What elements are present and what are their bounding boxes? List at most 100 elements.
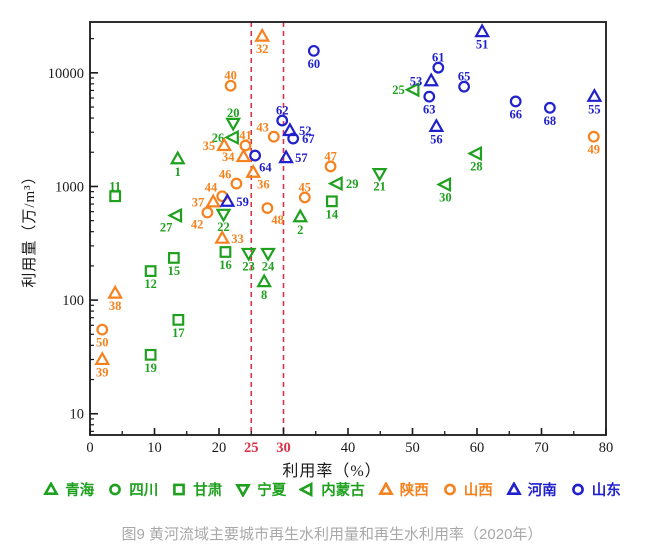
square-marker-icon xyxy=(172,313,185,326)
circle-marker-icon xyxy=(224,79,237,92)
point-label: 22 xyxy=(217,220,230,234)
point-label: 51 xyxy=(476,38,489,52)
point-label: 33 xyxy=(231,232,244,246)
data-point-neimenggu-30: 30 xyxy=(436,176,452,205)
circle-marker-icon xyxy=(307,44,320,57)
point-label: 35 xyxy=(203,139,216,153)
point-label: 37 xyxy=(192,195,205,209)
triangle-up-marker-icon xyxy=(235,148,252,163)
point-label: 61 xyxy=(432,51,445,65)
point-label: 42 xyxy=(191,217,204,231)
y-tick-label: 1000 xyxy=(55,179,84,195)
circle-marker-icon xyxy=(432,61,445,74)
triangle-up-legend-icon xyxy=(43,482,60,495)
point-label: 34 xyxy=(222,150,235,164)
legend-label-ningxia: 宁夏 xyxy=(257,483,287,499)
triangle-up-marker-icon xyxy=(219,192,236,207)
point-label: 2 xyxy=(297,223,303,237)
point-label: 20 xyxy=(227,106,240,120)
circle-marker-icon xyxy=(587,130,600,143)
triangle-left-legend-icon xyxy=(299,482,313,497)
triangle-up-marker-icon xyxy=(278,149,294,164)
data-point-shanxi-40: 40 xyxy=(224,69,237,92)
point-label: 46 xyxy=(219,168,232,182)
figure-caption: 图9 黄河流域主要城市再生水利用量和再生水利用率（2020年） xyxy=(121,526,543,543)
point-label: 52 xyxy=(299,124,312,138)
circle-marker-icon xyxy=(287,132,300,145)
legend-label-sichuan: 四川 xyxy=(129,483,159,499)
data-point-shandong-66: 66 xyxy=(509,95,522,121)
point-label: 56 xyxy=(430,132,443,146)
data-point-shandong-67: 67 xyxy=(287,132,315,146)
data-point-neimenggu-25: 25 xyxy=(392,82,420,98)
point-label: 11 xyxy=(109,179,121,193)
x-tick-label: 70 xyxy=(534,440,549,456)
data-point-shanxi-45: 45 xyxy=(299,180,311,204)
data-point-shandong-64: 64 xyxy=(249,149,272,175)
triangle-left-marker-icon xyxy=(436,176,452,193)
legend-item-neimenggu: 内蒙古 xyxy=(299,479,365,500)
square-legend-icon xyxy=(173,483,186,496)
triangle-up-marker-icon xyxy=(169,150,186,165)
triangle-left-marker-icon xyxy=(167,207,183,224)
legend-label-gansu: 甘肃 xyxy=(193,483,223,499)
point-label: 44 xyxy=(205,180,218,194)
x-tick-label: 10 xyxy=(147,440,162,456)
data-point-henan-57: 57 xyxy=(278,149,308,165)
circle-marker-icon xyxy=(267,130,280,143)
data-point-shaanxi-33: 33 xyxy=(214,229,244,246)
legend-item-qinghai: 青海 xyxy=(43,479,94,500)
point-label: 27 xyxy=(160,221,173,235)
data-point-neimenggu-29: 29 xyxy=(327,175,359,192)
data-point-shandong-63: 63 xyxy=(423,90,436,117)
point-label: 40 xyxy=(224,69,237,83)
circle-marker-icon xyxy=(423,90,436,103)
triangle-left-icon xyxy=(299,482,313,497)
circle-marker-icon xyxy=(458,80,471,93)
triangle-up-marker-icon xyxy=(428,118,445,132)
data-point-henan-53: 53 xyxy=(410,72,440,88)
x-tick-label: 40 xyxy=(341,440,356,456)
square-marker-icon xyxy=(144,348,157,361)
circle-marker-icon xyxy=(201,206,214,219)
point-label: 60 xyxy=(308,57,321,71)
data-point-shaanxi-35: 35 xyxy=(203,137,233,153)
legend-label-qinghai: 青海 xyxy=(65,483,95,499)
data-point-shaanxi-34: 34 xyxy=(222,148,252,164)
triangle-up-marker-icon xyxy=(254,27,271,42)
point-label: 25 xyxy=(392,83,405,97)
point-label: 49 xyxy=(587,143,600,157)
triangle-down-icon xyxy=(235,483,252,497)
x-tick-label: 60 xyxy=(470,440,485,456)
square-marker-icon xyxy=(144,265,157,277)
circle-marker-icon xyxy=(543,101,556,114)
data-point-shandong-62: 62 xyxy=(276,104,289,127)
data-point-shaanxi-37: 37 xyxy=(192,193,222,209)
point-label: 62 xyxy=(276,104,289,118)
point-label: 53 xyxy=(410,74,423,88)
data-point-shanxi-47: 47 xyxy=(324,149,337,173)
point-label: 21 xyxy=(373,180,386,194)
triangle-up-icon xyxy=(43,482,60,495)
legend-label-shanxi: 山西 xyxy=(463,483,493,499)
legend-item-shaanxi: 陕西 xyxy=(377,479,429,500)
point-label: 14 xyxy=(326,207,339,221)
data-point-gansu-15: 15 xyxy=(168,252,180,278)
triangle-up-marker-icon xyxy=(586,87,603,102)
point-label: 30 xyxy=(439,191,452,205)
triangle-up-marker-icon xyxy=(214,229,231,244)
data-point-shandong-65: 65 xyxy=(458,70,471,93)
data-point-neimenggu-27: 27 xyxy=(160,207,183,235)
data-point-ningxia-22: 22 xyxy=(215,208,232,234)
data-point-gansu-16: 16 xyxy=(219,246,232,272)
triangle-up-marker-icon xyxy=(107,284,124,299)
point-label: 57 xyxy=(295,151,308,165)
x-tick-label: 20 xyxy=(212,440,227,456)
legend-label-henan: 河南 xyxy=(527,483,557,499)
data-point-ningxia-24: 24 xyxy=(260,247,276,273)
circle-legend-icon xyxy=(443,483,456,496)
point-label: 41 xyxy=(239,129,252,143)
point-label: 16 xyxy=(219,258,232,272)
triangle-up-marker-icon xyxy=(94,351,111,366)
data-point-henan-55: 55 xyxy=(586,87,603,116)
